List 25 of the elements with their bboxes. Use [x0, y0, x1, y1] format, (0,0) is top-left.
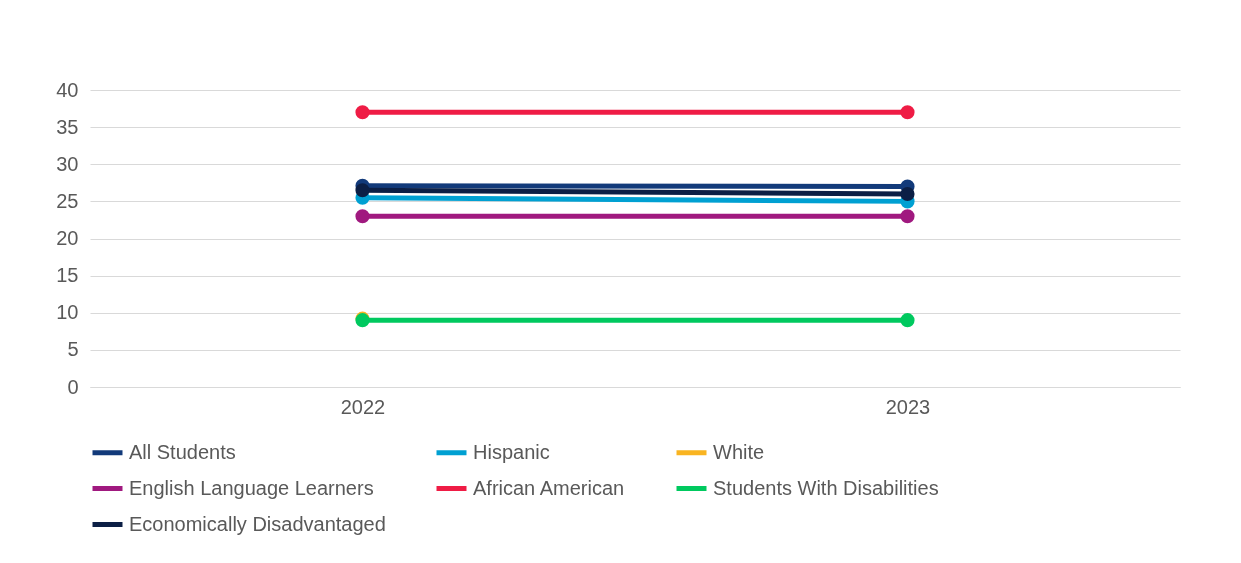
legend-label: African American: [473, 476, 625, 499]
legend-label: All Students: [129, 440, 236, 463]
legend-label: English Language Learners: [129, 476, 374, 499]
y-tick-label: 10: [56, 301, 79, 324]
y-tick-label: 0: [67, 375, 79, 398]
y-tick-label: 40: [56, 78, 79, 101]
y-tick-label: 35: [56, 115, 79, 138]
y-tick-label: 15: [56, 264, 79, 287]
y-tick-label: 30: [56, 152, 79, 175]
x-tick-label: 2022: [340, 395, 386, 418]
y-tick-label: 5: [67, 338, 79, 361]
legend-label: Students With Disabilities: [713, 476, 939, 499]
y-tick-label: 20: [56, 227, 79, 249]
legend-label: White: [713, 440, 765, 463]
point: [900, 313, 915, 328]
point: [355, 209, 370, 224]
legend-label: Economically Disadvantaged: [129, 512, 386, 535]
legend-label: Hispanic: [473, 440, 550, 463]
point: [900, 105, 915, 120]
x-tick-label: 2023: [885, 395, 931, 418]
point: [355, 105, 370, 120]
point: [900, 209, 915, 224]
point: [900, 186, 915, 202]
y-tick-label: 25: [56, 189, 79, 212]
point: [355, 183, 370, 198]
